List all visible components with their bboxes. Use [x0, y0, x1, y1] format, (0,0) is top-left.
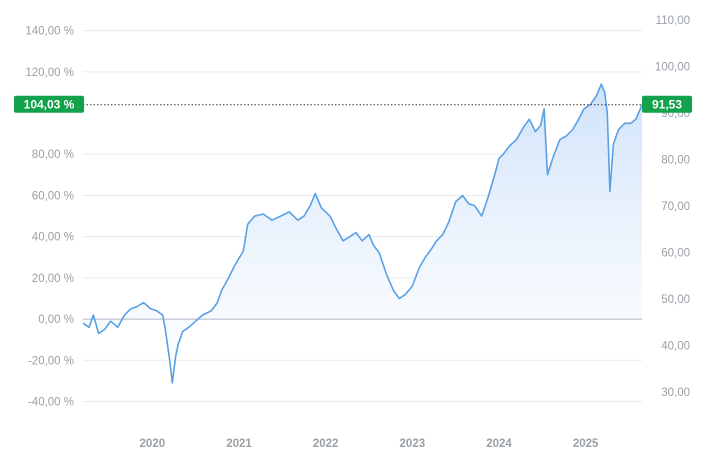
left-tick-label: 120,00 %	[25, 67, 74, 79]
right-tick-label: 70,00	[661, 201, 690, 213]
right-tick-label: 80,00	[661, 155, 690, 167]
x-tick-label: 2020	[140, 438, 166, 450]
x-tick-label: 2023	[400, 438, 426, 450]
x-tick-label: 2022	[313, 438, 339, 450]
left-tick-label: -40,00 %	[28, 397, 74, 409]
current-left-badge-bg	[14, 95, 84, 113]
right-tick-label: 110,00	[656, 15, 690, 27]
current-value-badges: 104,03 % 91,53	[14, 95, 692, 113]
x-tick-label: 2024	[486, 438, 512, 450]
current-right-badge-bg	[642, 95, 692, 113]
left-tick-label: -20,00 %	[28, 355, 74, 367]
right-tick-label: 100,00	[655, 62, 690, 74]
left-tick-label: 0,00 %	[38, 314, 74, 326]
x-tick-label: 2021	[226, 438, 252, 450]
x-tick-label: 2025	[573, 438, 599, 450]
left-tick-label: 80,00 %	[32, 149, 74, 161]
current-left-badge: 104,03 %	[14, 95, 84, 113]
right-tick-label: 40,00	[661, 341, 690, 353]
right-tick-label: 50,00	[661, 294, 690, 306]
left-tick-label: 60,00 %	[32, 190, 74, 202]
current-left-badge-label: 104,03 %	[24, 98, 75, 112]
left-tick-label: 40,00 %	[32, 232, 74, 244]
right-axis: 30,0040,0050,0060,0070,0080,0090,00100,0…	[655, 15, 690, 399]
left-tick-label: 20,00 %	[32, 273, 74, 285]
right-tick-label: 30,00	[661, 387, 690, 399]
area-fill	[83, 84, 642, 383]
series-line	[82, 83, 643, 384]
current-right-badge: 91,53	[642, 95, 692, 113]
right-tick-label: 60,00	[661, 248, 690, 260]
left-axis: -40,00 % -20,00 % 0,00 % 20,00 % 40,00 % 60,0…	[25, 26, 74, 409]
current-right-badge-label: 91,53	[652, 98, 682, 112]
area-shape	[83, 84, 642, 383]
left-tick-label: 140,00 %	[25, 26, 74, 38]
series-path	[82, 83, 643, 384]
x-axis: 2020 2021 2022 2023 2024 2025	[140, 438, 600, 450]
